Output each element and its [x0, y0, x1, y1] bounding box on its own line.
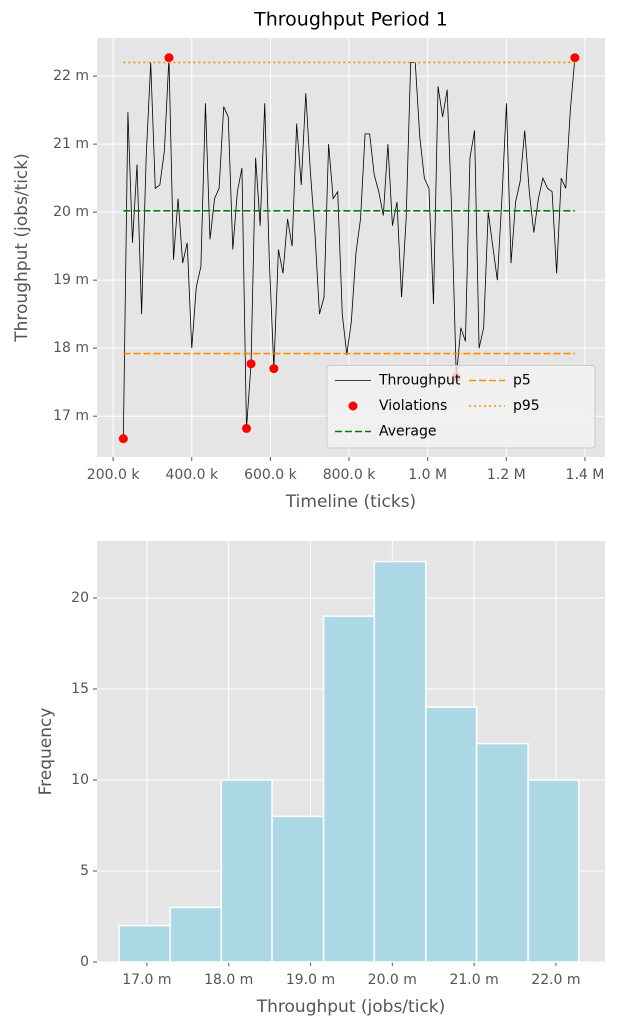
histogram-bar: [527, 779, 580, 963]
histogram-bar: [475, 742, 529, 963]
violation-point: [241, 423, 251, 433]
x-tick-label: 1.0 M: [408, 467, 447, 483]
y-tick-label: 15: [71, 681, 89, 697]
histogram-bar: [271, 815, 325, 963]
x-tick-label: 22.0 m: [531, 972, 580, 988]
x-tick-label: 1.2 M: [487, 467, 526, 483]
legend-label: p95: [513, 398, 540, 414]
throughput-line: [122, 57, 576, 439]
y-tick-label: 17 m: [53, 408, 89, 424]
chart-title: Throughput Period 1: [253, 9, 448, 31]
x-tick-label: 18.0 m: [204, 972, 253, 988]
x-tick-label: 600.0 k: [244, 467, 298, 483]
violation-point: [570, 53, 580, 63]
y-tick-label: 5: [80, 863, 89, 879]
violation-point: [118, 434, 128, 444]
histogram-bar: [220, 779, 273, 963]
y-tick-label: 20: [71, 590, 89, 606]
legend-label: Violations: [379, 398, 447, 414]
x-axis-label: Throughput (jobs/tick): [256, 997, 446, 1017]
legend-marker: [348, 401, 358, 411]
histogram-bar: [425, 706, 478, 963]
y-tick-label: 22 m: [53, 68, 89, 84]
violation-point: [164, 53, 174, 63]
legend-label: p5: [513, 373, 531, 389]
legend-box: [326, 365, 596, 449]
y-tick-label: 20 m: [53, 204, 89, 220]
histogram-bar: [322, 615, 376, 963]
x-tick-label: 800.0 k: [323, 467, 377, 483]
y-axis-label: Throughput (jobs/tick): [12, 153, 32, 343]
x-tick-label: 21.0 m: [449, 972, 498, 988]
y-tick-label: 19 m: [53, 272, 89, 288]
y-axis-label: Frequency: [36, 708, 56, 796]
histogram-bar: [118, 924, 171, 963]
x-tick-label: 1.4 M: [566, 467, 605, 483]
x-tick-label: 20.0 m: [368, 972, 417, 988]
y-tick-label: 0: [80, 954, 89, 970]
violation-point: [269, 364, 279, 374]
x-tick-label: 200.0 k: [87, 467, 141, 483]
histogram-bar: [169, 906, 223, 963]
y-tick-label: 21 m: [53, 136, 89, 152]
y-tick-label: 10: [71, 772, 89, 788]
histogram-bar: [373, 560, 427, 963]
x-axis-label: Timeline (ticks): [285, 492, 416, 512]
violation-point: [246, 359, 256, 369]
y-tick-label: 18 m: [53, 340, 89, 356]
x-tick-label: 400.0 k: [165, 467, 219, 483]
legend-label: Average: [379, 424, 437, 440]
x-tick-label: 17.0 m: [122, 972, 171, 988]
legend-label: Throughput: [378, 373, 461, 389]
x-tick-label: 19.0 m: [286, 972, 335, 988]
